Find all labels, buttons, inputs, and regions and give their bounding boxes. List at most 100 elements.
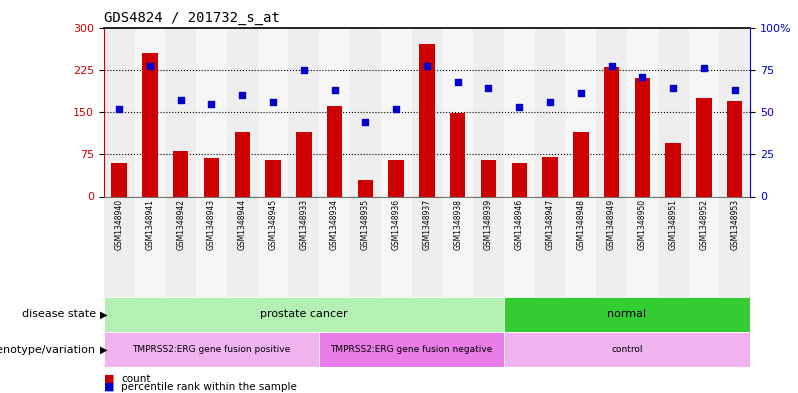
Bar [719, 28, 750, 196]
Text: prostate cancer: prostate cancer [260, 309, 348, 320]
Point [236, 92, 249, 98]
Bar [512, 163, 527, 196]
Point [605, 63, 618, 70]
Text: GSM1348943: GSM1348943 [207, 198, 216, 250]
Point [729, 87, 741, 93]
Bar [412, 196, 442, 297]
Text: percentile rank within the sample: percentile rank within the sample [121, 382, 297, 392]
Bar [350, 28, 381, 196]
Bar [196, 28, 227, 196]
Text: count: count [121, 374, 151, 384]
Point [174, 97, 187, 103]
Bar [296, 132, 311, 196]
Point [144, 63, 156, 70]
Text: GDS4824 / 201732_s_at: GDS4824 / 201732_s_at [104, 11, 279, 25]
Text: GSM1348952: GSM1348952 [700, 198, 709, 250]
Text: GSM1348946: GSM1348946 [515, 198, 523, 250]
Bar [658, 28, 689, 196]
Text: GSM1348938: GSM1348938 [453, 198, 462, 250]
Text: GSM1348944: GSM1348944 [238, 198, 247, 250]
Bar [566, 196, 596, 297]
Point [328, 87, 341, 93]
Text: GSM1348948: GSM1348948 [576, 198, 585, 250]
Text: genotype/variation: genotype/variation [0, 345, 96, 355]
Point [205, 100, 218, 107]
Bar [535, 196, 566, 297]
Bar [265, 160, 281, 196]
Point [636, 73, 649, 80]
Bar [104, 28, 135, 196]
Point [667, 85, 680, 92]
Bar [543, 157, 558, 196]
Text: GSM1348937: GSM1348937 [422, 198, 432, 250]
Text: TMPRSS2:ERG gene fusion positive: TMPRSS2:ERG gene fusion positive [132, 345, 290, 354]
Bar [112, 163, 127, 196]
Point [513, 104, 526, 110]
Bar [173, 151, 188, 196]
Text: GSM1348947: GSM1348947 [546, 198, 555, 250]
Bar [419, 44, 435, 196]
Text: disease state: disease state [22, 309, 96, 320]
Bar [473, 196, 504, 297]
Bar [358, 180, 373, 196]
Bar [442, 196, 473, 297]
Text: GSM1348936: GSM1348936 [392, 198, 401, 250]
Text: GSM1348950: GSM1348950 [638, 198, 647, 250]
Bar [719, 196, 750, 297]
Text: ■: ■ [104, 382, 114, 392]
Point [359, 119, 372, 125]
Point [421, 63, 433, 70]
Bar [627, 28, 658, 196]
Bar [634, 78, 650, 196]
Text: ▶: ▶ [100, 345, 107, 355]
Bar [727, 101, 742, 196]
Bar [504, 297, 750, 332]
Bar [227, 196, 258, 297]
Bar [258, 196, 288, 297]
Bar [450, 113, 465, 196]
Bar [566, 28, 596, 196]
Point [389, 105, 402, 112]
Point [113, 105, 125, 112]
Bar [596, 28, 627, 196]
Bar [604, 67, 619, 196]
Bar [165, 196, 196, 297]
Bar [473, 28, 504, 196]
Text: GSM1348949: GSM1348949 [607, 198, 616, 250]
Bar [480, 160, 496, 196]
Bar [504, 196, 535, 297]
Point [697, 65, 710, 71]
Bar [227, 28, 258, 196]
Text: control: control [611, 345, 642, 354]
Point [482, 85, 495, 92]
Text: TMPRSS2:ERG gene fusion negative: TMPRSS2:ERG gene fusion negative [330, 345, 492, 354]
Point [543, 99, 556, 105]
Bar [666, 143, 681, 196]
Bar [442, 28, 473, 196]
Bar [689, 28, 719, 196]
Text: GSM1348953: GSM1348953 [730, 198, 739, 250]
Bar [135, 196, 165, 297]
Text: GSM1348951: GSM1348951 [669, 198, 678, 250]
Text: ▶: ▶ [100, 309, 107, 320]
Point [575, 90, 587, 97]
Bar [135, 28, 165, 196]
Bar [104, 196, 135, 297]
Bar [381, 28, 412, 196]
Text: normal: normal [607, 309, 646, 320]
Bar [696, 98, 712, 196]
Bar [627, 196, 658, 297]
Bar [327, 107, 342, 196]
Bar [203, 158, 219, 196]
Bar [104, 332, 319, 367]
Point [298, 66, 310, 73]
Bar [389, 160, 404, 196]
Bar [535, 28, 566, 196]
Bar [196, 196, 227, 297]
Bar [573, 132, 588, 196]
Text: GSM1348940: GSM1348940 [115, 198, 124, 250]
Point [267, 99, 279, 105]
Bar [288, 28, 319, 196]
Bar [504, 28, 535, 196]
Bar [104, 297, 504, 332]
